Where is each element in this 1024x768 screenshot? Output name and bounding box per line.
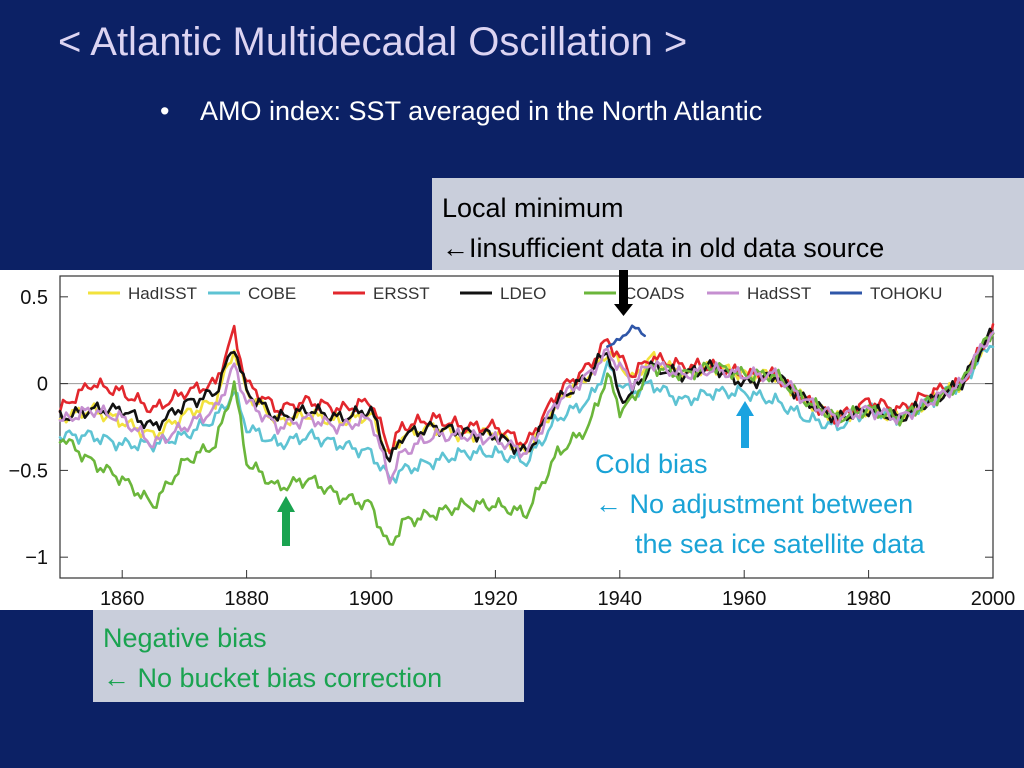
local-minimum-arrow-shaft [619,270,628,308]
series-line-cobe [58,344,995,484]
x-tick-label: 1960 [722,588,767,610]
amo-chart-panel: 0.5 0 −0.5 −1 1860 1880 1900 1920 1940 1960 1980 20… [0,270,1024,610]
y-tick-label: 0 [37,374,48,396]
x-tick-label: 1860 [100,588,145,610]
legend-label-tohoku: TOHOKU [870,284,942,303]
plot-frame [59,275,994,579]
y-tick-label: 0.5 [20,287,48,309]
legend-label-coads: COADS [624,284,684,303]
negative-bias-explanation: ← No bucket bias correction [103,663,443,693]
x-tick-label: 1940 [598,588,643,610]
legend-label-hadsst: HadSST [747,284,811,303]
local-minimum-arrow-head [614,304,633,316]
legend-label-cobe: COBE [248,284,296,303]
x-tick-label: 2000 [971,588,1016,610]
bullet-text: AMO index: SST averaged in the North Atl… [200,96,763,126]
cold-bias-title: Cold bias [595,449,708,479]
slide-title: < Atlantic Multidecadal Oscillation > [58,20,688,64]
x-tick-label: 1880 [224,588,269,610]
series-line-tohoku [606,324,646,348]
x-tick-label: 1980 [846,588,891,610]
negative-bias-arrow-head [277,496,295,512]
series-line-coads [58,331,995,546]
local-minimum-title: Local minimum [442,193,624,223]
y-tick-label: −1 [25,547,48,569]
cold-bias-explanation-1: ← No adjustment between [595,489,914,519]
bullet-dot: • [160,96,170,126]
cold-bias-explanation-2: the sea ice satellite data [635,529,925,559]
local-minimum-callout: Local minimum ←Iinsufficient data in old… [432,178,1024,270]
series-line-ersst [58,323,995,455]
legend-label-hadisst: HadISST [128,284,197,303]
x-tick-label: 1900 [349,588,394,610]
y-tick-label: −0.5 [9,460,48,482]
negative-bias-arrow-shaft [282,510,290,546]
cold-bias-arrow-shaft [741,414,749,448]
negative-bias-title: Negative bias [103,623,267,653]
x-tick-label: 1920 [473,588,518,610]
amo-chart: 0.5 0 −0.5 −1 1860 1880 1900 1920 1940 1960 1980 20… [9,270,1016,610]
legend-label-ersst: ERSST [373,284,430,303]
legend-label-ldeo: LDEO [500,284,546,303]
series-line-hadsst [58,331,995,485]
local-minimum-explanation: ←Iinsufficient data in old data source [442,233,885,263]
cold-bias-annotation: Cold bias ← No adjustment between the se… [595,444,925,564]
negative-bias-callout: Negative bias ← No bucket bias correctio… [93,610,524,702]
cold-bias-arrow-head [736,401,754,416]
bullet-point: • AMO index: SST averaged in the North At… [160,96,762,127]
